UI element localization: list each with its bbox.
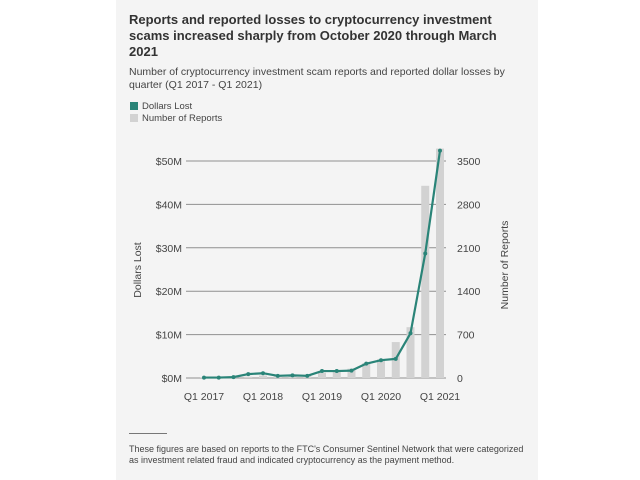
dollars-lost-point	[261, 371, 265, 376]
legend-label-dollars-lost: Dollars Lost	[142, 100, 193, 112]
report-bar	[318, 372, 326, 378]
dollars-lost-point	[246, 372, 251, 377]
dollars-lost-point	[290, 373, 295, 378]
report-bar	[421, 185, 430, 378]
dollars-lost-line	[204, 150, 442, 379]
dollars-lost-point	[349, 368, 354, 373]
y-axis-title: Dollars Lost	[132, 242, 144, 298]
dollars-lost-point	[393, 356, 398, 361]
report-bar	[244, 376, 253, 378]
footnote: These figures are based on reports to th…	[129, 444, 524, 465]
y-tick-label: $50M	[156, 156, 182, 168]
x-tick-label: Q1 2020	[361, 391, 401, 403]
y2-tick-label: 3500	[457, 156, 481, 168]
dollars-lost-point	[202, 375, 206, 380]
y2-tick-label: 2100	[457, 243, 481, 255]
x-tick-label: Q1 2021	[420, 391, 460, 403]
y-tick-label: $10M	[156, 330, 182, 342]
y-tick-label: $40M	[156, 199, 182, 211]
dollars-lost-point	[408, 331, 413, 336]
report-bar	[436, 148, 444, 378]
report-bar	[332, 371, 341, 378]
legend-swatch-number-of-reports	[130, 114, 138, 122]
x-tick-label: Q1 2018	[243, 391, 283, 403]
y2-tick-label: 1400	[457, 286, 481, 298]
legend-item-dollars-lost: Dollars Lost	[130, 100, 222, 112]
chart-title: Reports and reported losses to cryptocur…	[129, 12, 497, 59]
legend: Dollars Lost Number of Reports	[130, 100, 222, 124]
dollars-lost-point	[216, 375, 221, 380]
dollars-lost-point	[379, 358, 383, 363]
x-tick-label: Q1 2017	[184, 391, 224, 403]
report-bar	[259, 375, 267, 378]
y2-tick-label: 2800	[457, 199, 481, 211]
dollars-lost-point	[305, 373, 310, 378]
dollars-lost-point	[334, 369, 339, 374]
x-tick-label: Q1 2019	[302, 391, 342, 403]
report-bar	[347, 368, 356, 378]
chart-panel	[116, 0, 538, 480]
dollars-lost-point	[231, 375, 236, 380]
dollars-lost-point	[364, 361, 369, 366]
note-divider	[129, 433, 167, 434]
dollars-lost-point	[423, 251, 428, 256]
legend-label-number-of-reports: Number of Reports	[142, 112, 223, 124]
dollars-lost-point	[438, 148, 442, 153]
legend-swatch-dollars-lost	[130, 102, 138, 110]
y2-axis-title: Number of Reports	[499, 221, 511, 310]
y2-tick-label: 0	[457, 373, 463, 385]
chart-subtitle: Number of cryptocurrency investment scam…	[129, 66, 505, 91]
y2-tick-label: 700	[457, 330, 475, 342]
dollars-lost-point	[275, 373, 280, 378]
y-tick-label: $30M	[156, 243, 182, 255]
y-tick-label: $0M	[162, 373, 182, 385]
report-bar	[406, 327, 415, 378]
y-tick-label: $20M	[156, 286, 182, 298]
report-bar	[377, 359, 385, 378]
legend-item-number-of-reports: Number of Reports	[130, 112, 222, 124]
report-bar	[362, 363, 371, 378]
dollars-lost-point	[320, 369, 324, 374]
